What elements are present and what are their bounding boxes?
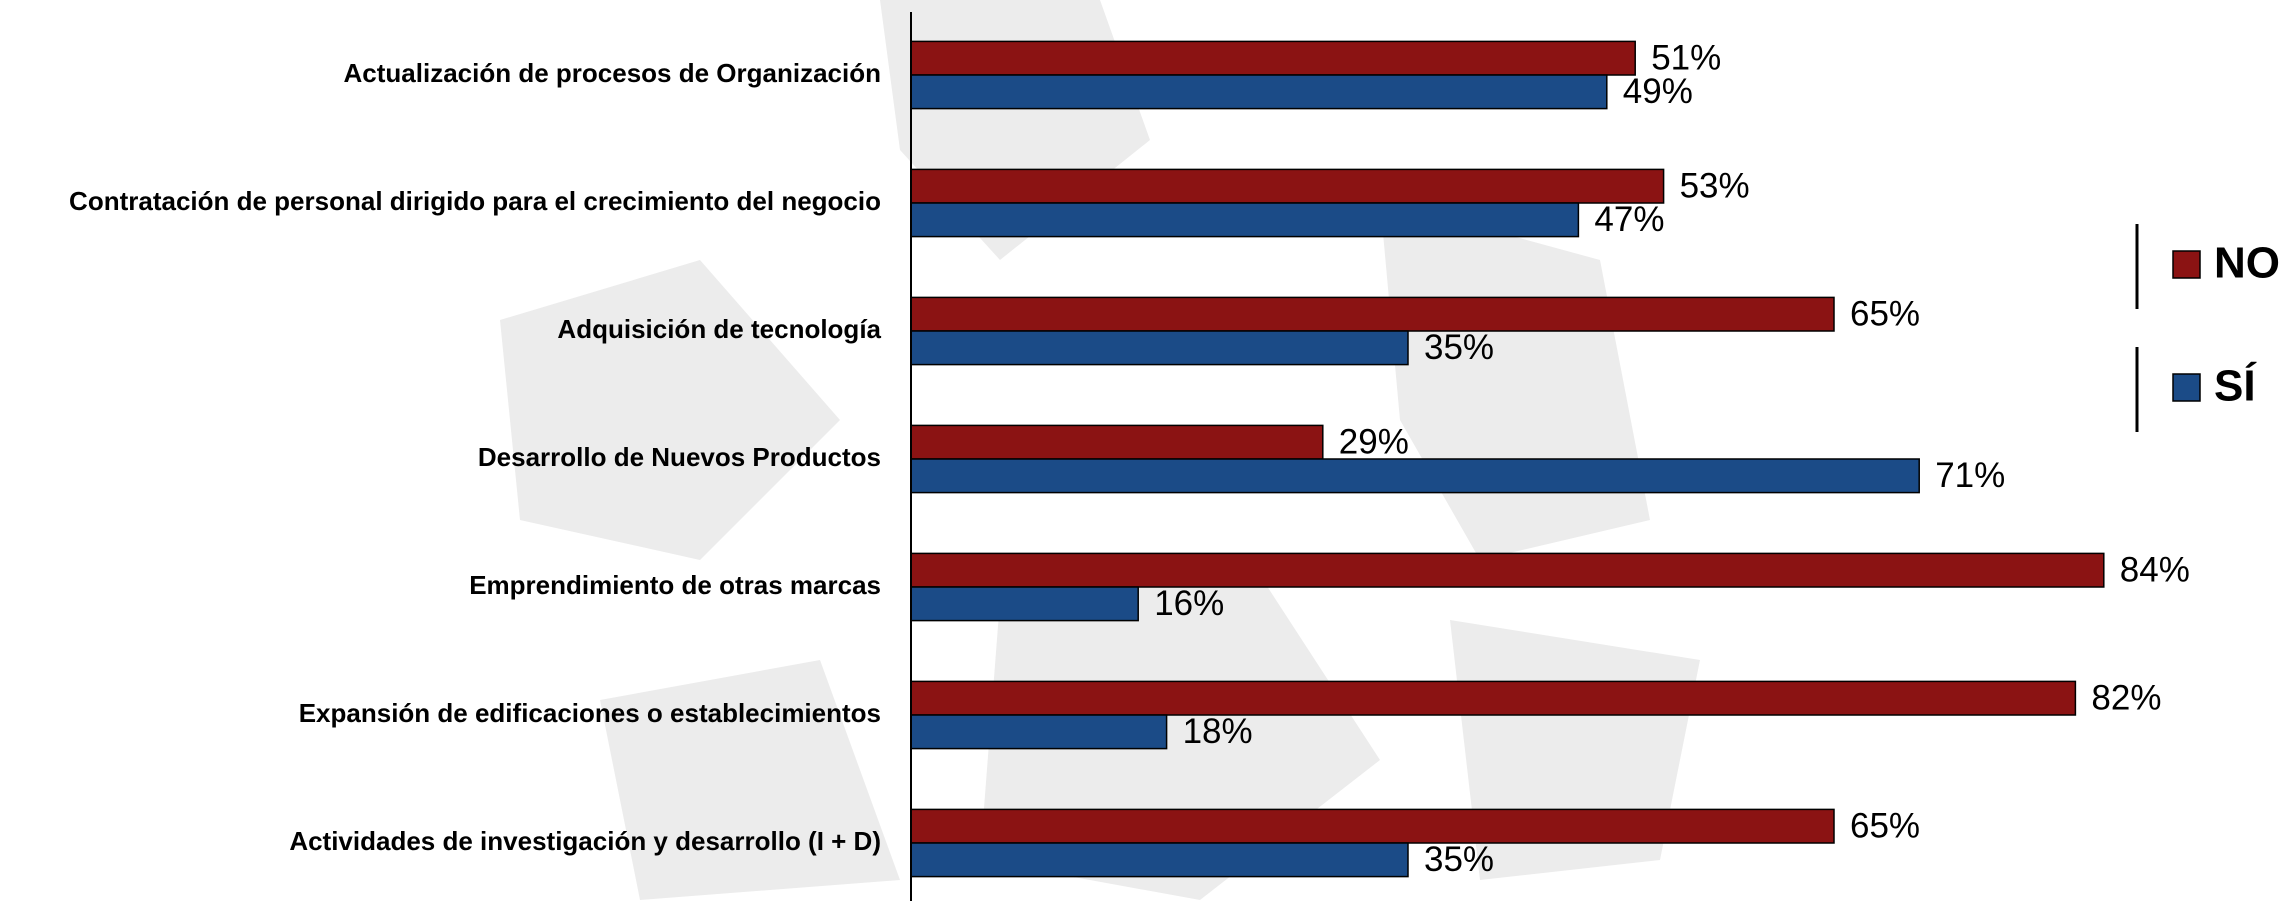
category-label: Emprendimiento de otras marcas — [469, 570, 881, 600]
legend-label: SÍ — [2214, 361, 2257, 411]
value-label: 51% — [1651, 38, 1721, 77]
bar — [910, 424, 1324, 460]
category-label: Expansión de edificaciones o establecimi… — [299, 698, 881, 728]
value-label: 35% — [1424, 328, 1494, 367]
legend-swatch — [2172, 250, 2201, 279]
bar — [910, 330, 1409, 366]
value-label: 18% — [1183, 712, 1253, 751]
bar — [910, 808, 1835, 844]
value-label: 65% — [1850, 294, 1920, 333]
bar — [910, 458, 1920, 494]
bar — [910, 552, 2105, 588]
value-label: 71% — [1935, 456, 2005, 495]
value-label: 53% — [1680, 166, 1750, 205]
category-label: Adquisición de tecnología — [557, 314, 881, 344]
value-label: 47% — [1594, 200, 1664, 239]
category-label: Actividades de investigación y desarroll… — [289, 826, 881, 856]
bar — [910, 74, 1608, 110]
value-label: 82% — [2091, 678, 2161, 717]
category-label: Actualización de procesos de Organizació… — [344, 58, 881, 88]
legend-swatch — [2172, 373, 2201, 402]
bar — [910, 714, 1168, 750]
bar — [910, 680, 2077, 716]
value-label: 65% — [1850, 806, 1920, 845]
bar — [910, 842, 1409, 878]
value-label: 84% — [2120, 550, 2190, 589]
category-label: Desarrollo de Nuevos Productos — [478, 442, 881, 472]
bar — [910, 586, 1139, 622]
value-label: 29% — [1339, 422, 1409, 461]
value-label: 49% — [1623, 72, 1693, 111]
bar — [910, 296, 1835, 332]
bar — [910, 40, 1636, 76]
bar — [910, 168, 1665, 204]
value-label: 16% — [1154, 584, 1224, 623]
bar — [910, 202, 1580, 238]
legend-label: NO — [2214, 239, 2280, 288]
category-label: Contratación de personal dirigido para e… — [69, 186, 881, 216]
value-label: 35% — [1424, 840, 1494, 879]
